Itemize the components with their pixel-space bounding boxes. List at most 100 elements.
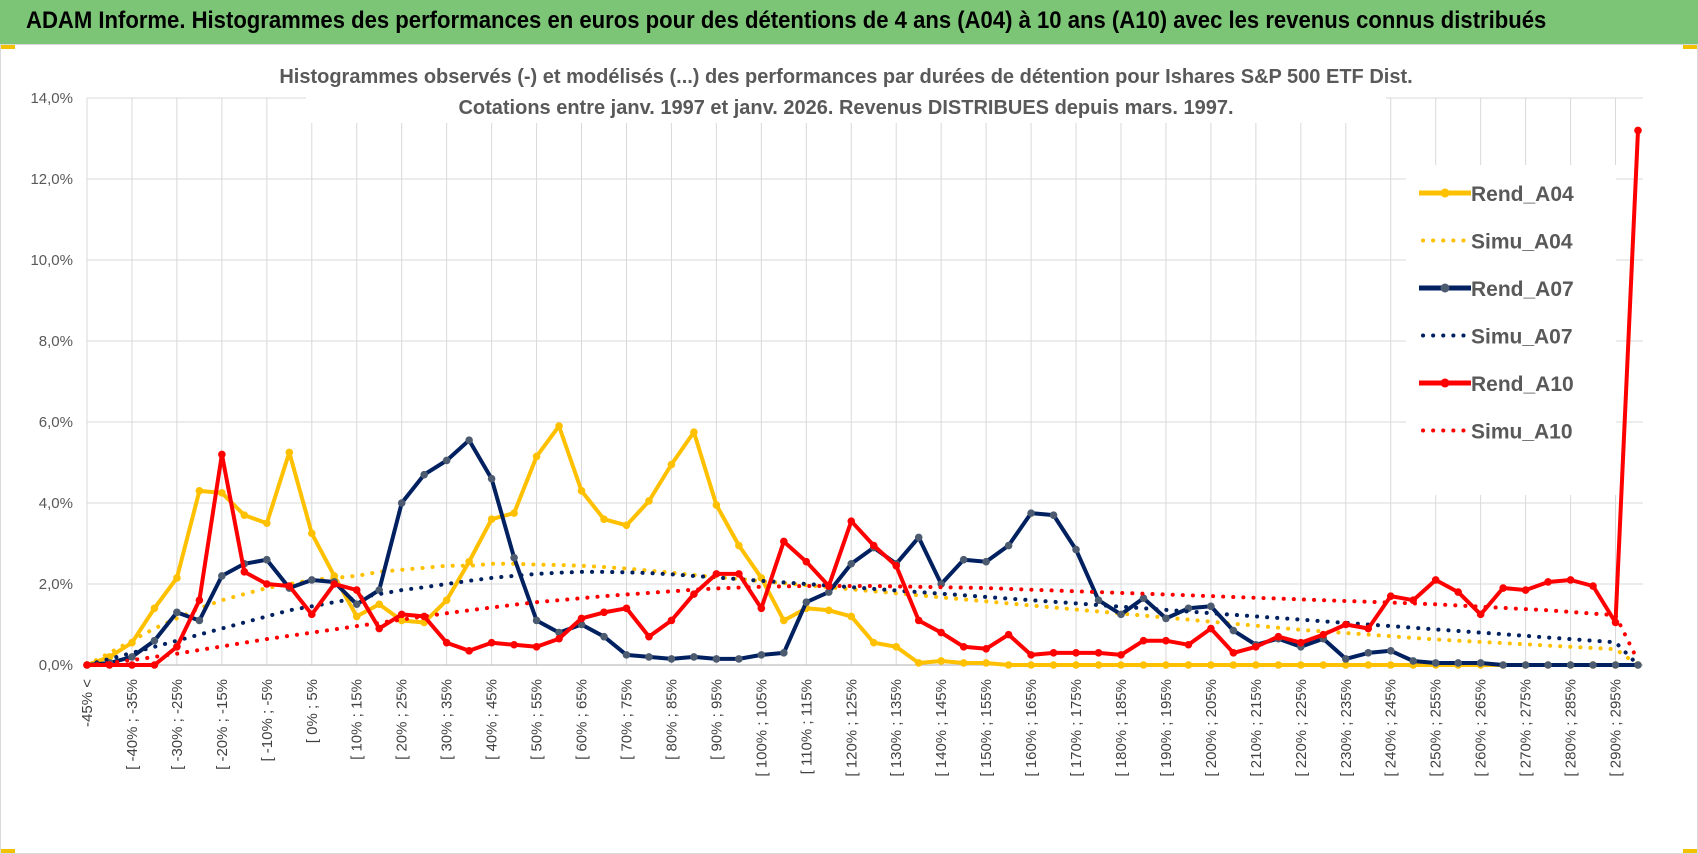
x-tick-label: [ 180% ; 185%	[1113, 679, 1130, 777]
chart-title: Histogrammes observés (-) et modélisés (…	[279, 66, 1412, 88]
data-point-rend-a10	[330, 580, 339, 588]
data-point-rend-a04	[195, 487, 204, 495]
corner-mark-top-right	[1683, 45, 1697, 49]
x-tick-label: [ 120% ; 125%	[843, 679, 860, 777]
data-point-rend-a07	[600, 632, 608, 641]
x-tick-label: [ 60% ; 65%	[574, 679, 591, 760]
data-point-rend-a04	[1252, 661, 1260, 669]
legend-marker-rend-a04	[1440, 188, 1450, 198]
data-point-rend-a07	[824, 588, 833, 596]
data-point-rend-a10	[600, 608, 608, 617]
data-point-rend-a10	[982, 645, 990, 653]
data-point-rend-a07	[1566, 661, 1575, 669]
x-tick-label: [ 140% ; 145%	[933, 679, 950, 777]
data-point-rend-a07	[173, 608, 181, 617]
data-point-rend-a10	[352, 586, 361, 594]
data-point-rend-a07	[1589, 661, 1597, 669]
series-line-rend-a10	[87, 130, 1640, 667]
data-point-rend-a04	[173, 574, 181, 582]
x-tick-label: [ 170% ; 175%	[1068, 679, 1085, 777]
data-point-rend-a04	[1139, 661, 1148, 669]
data-point-rend-a07	[263, 555, 271, 564]
data-point-rend-a07	[1139, 594, 1148, 602]
data-point-rend-a10	[532, 642, 541, 651]
data-point-rend-a07	[982, 557, 990, 566]
data-point-rend-a04	[780, 616, 788, 625]
data-point-rend-a10	[1004, 630, 1013, 639]
data-point-rend-a07	[914, 533, 923, 542]
data-point-rend-a10	[1229, 649, 1238, 657]
data-point-rend-a10	[1072, 649, 1080, 657]
x-tick-label: [ 230% ; 235%	[1338, 679, 1355, 777]
data-point-rend-a07	[532, 616, 541, 625]
x-tick-label: [ 200% ; 205%	[1203, 679, 1220, 777]
data-point-rend-a10	[1049, 649, 1058, 657]
x-tick-label: [ 70% ; 75%	[618, 679, 635, 760]
data-point-rend-a07	[1364, 649, 1373, 657]
corner-mark-top-left	[1, 45, 15, 49]
data-point-rend-a07	[465, 436, 473, 445]
data-point-rend-a10	[1319, 630, 1328, 639]
data-point-rend-a10	[173, 642, 181, 651]
data-point-rend-a07	[352, 600, 361, 609]
data-point-rend-a10	[128, 661, 136, 669]
legend-marker-rend-a07	[1440, 283, 1450, 293]
data-point-rend-a07	[218, 572, 226, 580]
series-line-simu-a04	[85, 561, 1640, 667]
grid-layer	[86, 97, 1643, 666]
data-point-rend-a07	[1341, 655, 1350, 663]
data-point-rend-a10	[959, 642, 968, 651]
data-point-rend-a10	[555, 634, 563, 643]
x-tick-label: [ -30% ; -25%	[169, 679, 186, 770]
legend-label-rend-a04: Rend_A04	[1471, 183, 1574, 206]
chart-svg: 0,0% 2,0% 4,0% 6,0% 8,0% 10,0% 12,0% 14,0% -45% …	[30, 57, 1643, 777]
data-point-rend-a10	[892, 561, 901, 570]
data-point-rend-a07	[1094, 596, 1103, 604]
data-point-rend-a10	[1521, 586, 1530, 594]
axis-layer: 0,0% 2,0% 4,0% 6,0% 8,0% 10,0% 12,0% 14,0% -45% …	[30, 90, 1643, 777]
data-point-rend-a10	[285, 582, 294, 590]
data-point-rend-a07	[847, 559, 856, 568]
data-point-rend-a10	[263, 580, 271, 588]
series-line-rend-a07	[86, 438, 1638, 667]
legend: Rend_A04 Simu_A04 Rend_A07 Simu_A07 Rend_A10…	[1406, 165, 1616, 495]
data-point-rend-a04	[600, 515, 608, 523]
data-point-rend-a07	[1499, 661, 1507, 669]
data-point-rend-a04	[1341, 661, 1350, 669]
data-point-rend-a07	[307, 576, 316, 584]
data-point-rend-a04	[914, 659, 923, 667]
data-point-rend-a04	[667, 460, 676, 469]
data-point-rend-a10	[1386, 592, 1395, 600]
data-point-rend-a10	[667, 616, 676, 625]
data-point-rend-a07	[1634, 661, 1642, 669]
data-point-rend-a10	[1207, 624, 1215, 633]
data-point-rend-a10	[869, 541, 878, 550]
x-tick-label: [ 270% ; 275%	[1518, 679, 1535, 777]
data-point-rend-a04	[442, 596, 451, 604]
y-tick-label: 12,0%	[30, 171, 73, 188]
x-tick-label: [ 250% ; 255%	[1428, 679, 1445, 777]
data-point-rend-a04	[1049, 661, 1058, 669]
data-point-rend-a10	[442, 638, 451, 647]
data-point-rend-a07	[1386, 647, 1395, 655]
data-point-rend-a10	[757, 604, 766, 613]
data-point-rend-a07	[442, 456, 451, 465]
data-point-rend-a10	[1252, 642, 1260, 651]
data-point-rend-a10	[1184, 640, 1193, 649]
x-tick-label: -45% <	[79, 679, 96, 727]
data-point-rend-a10	[1139, 636, 1148, 645]
data-point-rend-a04	[1027, 661, 1035, 669]
data-point-rend-a07	[487, 474, 496, 483]
chart-area: 0,0% 2,0% 4,0% 6,0% 8,0% 10,0% 12,0% 14,0% -45% …	[0, 44, 1698, 854]
data-point-rend-a10	[802, 557, 811, 566]
data-point-rend-a07	[1611, 661, 1620, 669]
data-point-rend-a04	[1117, 661, 1125, 669]
x-tick-label: [ 80% ; 85%	[663, 679, 680, 760]
series-line-rend-a04	[86, 424, 1638, 667]
data-point-rend-a10	[1454, 588, 1462, 596]
data-point-rend-a04	[263, 519, 271, 528]
data-point-rend-a04	[510, 509, 518, 517]
corner-mark-bottom-right	[1683, 849, 1697, 853]
data-point-rend-a10	[1499, 584, 1507, 592]
data-point-rend-a10	[577, 614, 586, 623]
